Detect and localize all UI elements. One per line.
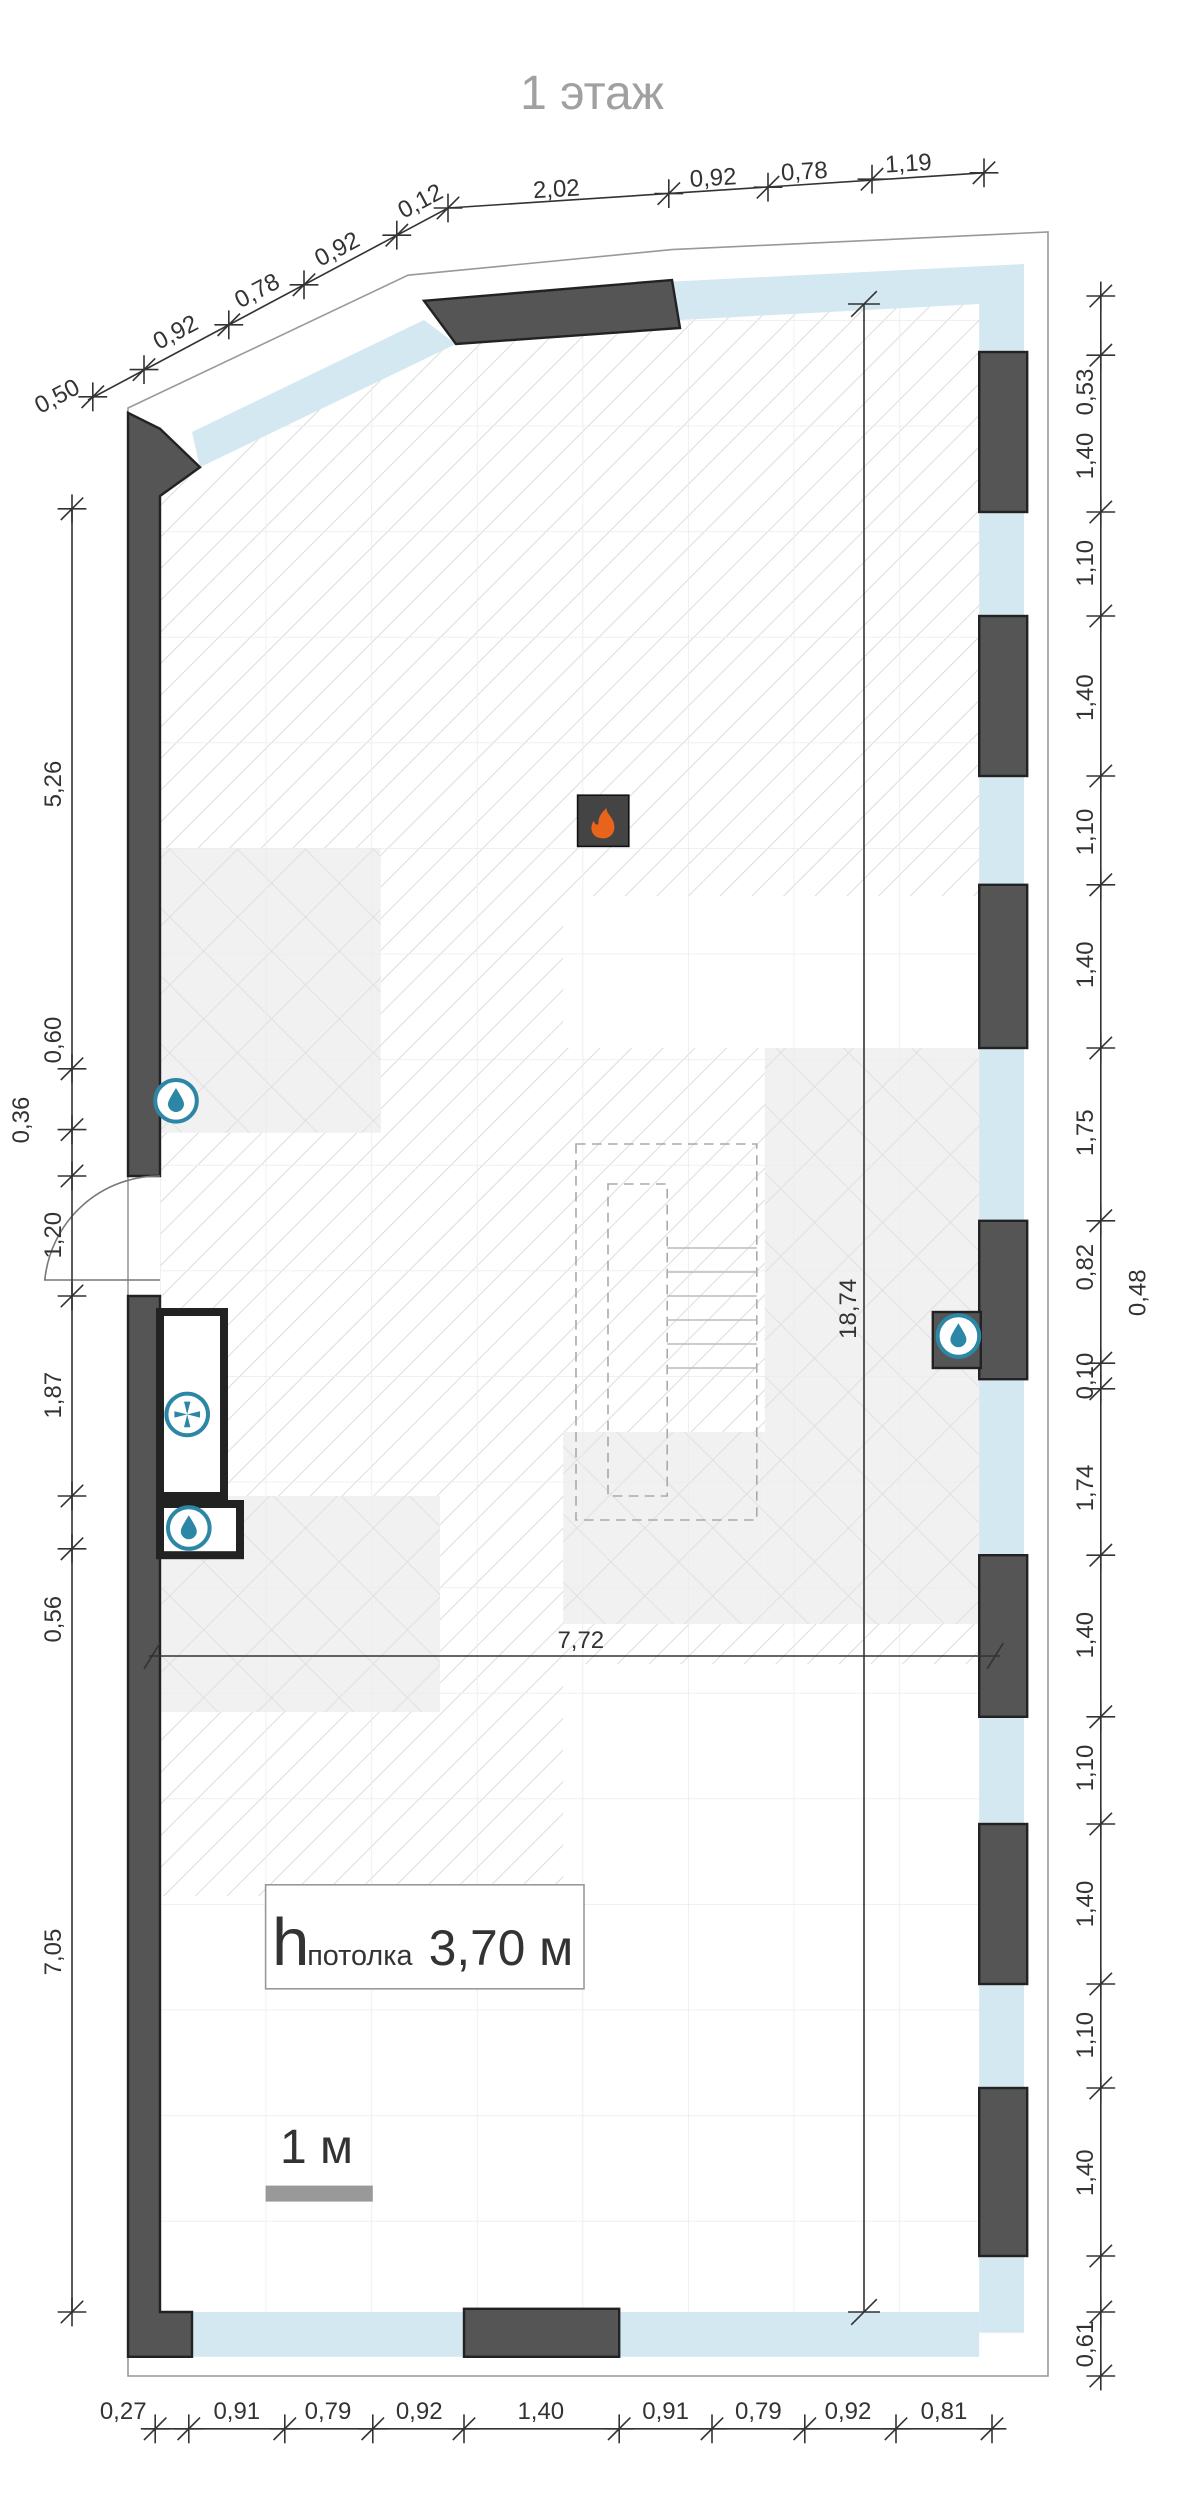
dimension-label: 0,79 (305, 2398, 352, 2425)
dimension-tick (753, 172, 783, 202)
dimension-label: 0,92 (396, 2398, 443, 2425)
dimension-label: 1,40 (1072, 941, 1099, 988)
dimension-label: 1,87 (40, 1372, 67, 1419)
dimension-tick (129, 355, 159, 384)
dimension-label: 5,26 (40, 761, 67, 808)
scale-label: 1 м (280, 2121, 353, 2174)
dimension-tick (790, 2414, 820, 2444)
dimension-label: 0,36 (8, 1097, 35, 1144)
dimension-label: 0,61 (1072, 2321, 1099, 2368)
dimension-label: 1,40 (1072, 433, 1099, 480)
dimension-tick (1086, 1809, 1116, 1839)
dimension-tick (1086, 2241, 1116, 2271)
dimension-tick (57, 1161, 87, 1191)
dimension-tick (382, 220, 412, 250)
dimension-tick (1086, 1702, 1116, 1732)
dimension-tick (57, 1281, 87, 1311)
dimension-label: 0,78 (780, 157, 828, 187)
dimension-label: 0,91 (642, 2398, 689, 2425)
floor-title: 1 этаж (520, 67, 664, 120)
dimension-label: 0,79 (735, 2398, 782, 2425)
dimension-tick (1086, 601, 1116, 631)
dimension-label: 0,92 (149, 310, 203, 356)
dimension-label: 1,10 (1072, 1745, 1099, 1792)
dimension-label: 0,91 (213, 2398, 260, 2425)
dimension-tick (270, 2414, 300, 2444)
dimension-tick (969, 158, 999, 188)
dimension-tick (214, 310, 244, 340)
dimension-label: 0,53 (1072, 369, 1099, 416)
dimension-label: 1,75 (1072, 1109, 1099, 1156)
dimension-tick (1086, 2073, 1116, 2103)
dimension-tick (1086, 1969, 1116, 1999)
dimension-tick (1086, 870, 1116, 900)
dimension-tick (881, 2414, 911, 2444)
dimension-label: 1,19 (884, 149, 932, 179)
dimension-tick (1086, 1374, 1116, 1404)
dimension-tick (174, 2414, 204, 2444)
dimension-label: 0,82 (1072, 1244, 1099, 1291)
dimension-tick (57, 2297, 87, 2327)
dimension-label: 7,05 (40, 1929, 67, 1976)
dimension-label: 1,40 (1072, 2149, 1099, 2196)
dimension-label: 1,20 (40, 1212, 67, 1259)
dimension-tick (433, 193, 463, 223)
dimension-tick (1086, 1206, 1116, 1236)
dimension-label: 0,92 (689, 163, 737, 193)
dimension-label: 1,40 (1072, 674, 1099, 721)
dimension-tick (78, 382, 108, 412)
dimension-label: 0,27 (100, 2398, 147, 2425)
dimension-tick (140, 2414, 170, 2444)
dimension-label: 0,48 (1125, 1269, 1152, 1316)
dimension-tick (1086, 281, 1116, 311)
dimension-tick (857, 164, 887, 194)
dimension-label: 0,78 (230, 268, 284, 314)
dimension-tick (1086, 1033, 1116, 1063)
dimension-tick (1086, 2297, 1116, 2327)
dimension-tick (358, 2414, 388, 2444)
dimension-label: 0,10 (1072, 1353, 1099, 1400)
dimension-label: 2,02 (532, 174, 580, 204)
dimension-tick (604, 2414, 634, 2444)
dimension-label: 1,10 (1072, 2012, 1099, 2059)
building (43, 231, 1049, 2377)
ceiling-subscript: потолка (307, 1940, 413, 1972)
dimension-tick (57, 494, 87, 524)
dimension-label: 0,60 (40, 1017, 67, 1064)
dimension-tick (289, 270, 319, 300)
dimension-label: 1,40 (517, 2398, 564, 2425)
ceiling-value: 3,70 м (429, 1920, 573, 1976)
ceiling-box (264, 1884, 585, 1990)
dimension-tick (57, 1115, 87, 1144)
dimension-tick (57, 1534, 87, 1564)
dimension-tick (1086, 1540, 1116, 1570)
dimension-tick (654, 179, 684, 208)
ceiling-symbol: h (272, 1905, 309, 1980)
inner-height: 18,74 (835, 1279, 862, 1339)
dimension-tick (57, 1481, 87, 1511)
dimension-tick (977, 2414, 1007, 2444)
inner-width: 7,72 (557, 1627, 604, 1654)
dimension-tick (697, 2414, 727, 2444)
dimension-label: 0,92 (825, 2398, 872, 2425)
dimension-tick (1086, 340, 1116, 370)
dimension-tick (1086, 1348, 1116, 1378)
dimension-label: 0,81 (921, 2398, 968, 2425)
dimension-tick (1086, 761, 1116, 791)
dimension-label: 0,92 (310, 226, 364, 272)
dimension-tick (1086, 2361, 1116, 2391)
dimension-tick (57, 1054, 87, 1084)
dimension-tick (1086, 497, 1116, 527)
dimension-label: 1,10 (1072, 540, 1099, 587)
dimension-tick (449, 2414, 479, 2444)
dimension-label: 0,50 (30, 374, 84, 420)
scale-bar (265, 2185, 373, 2202)
dimension-label: 1,10 (1072, 809, 1099, 856)
dimension-label: 0,56 (40, 1596, 67, 1643)
dimension-label: 1,40 (1072, 1881, 1099, 1928)
dimension-label: 1,40 (1072, 1612, 1099, 1659)
dimension-label: 1,74 (1072, 1465, 1099, 1512)
